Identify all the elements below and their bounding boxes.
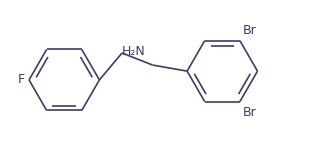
Text: H₂N: H₂N [122,45,145,58]
Text: Br: Br [242,106,256,119]
Text: Br: Br [242,24,256,37]
Text: F: F [18,73,25,86]
